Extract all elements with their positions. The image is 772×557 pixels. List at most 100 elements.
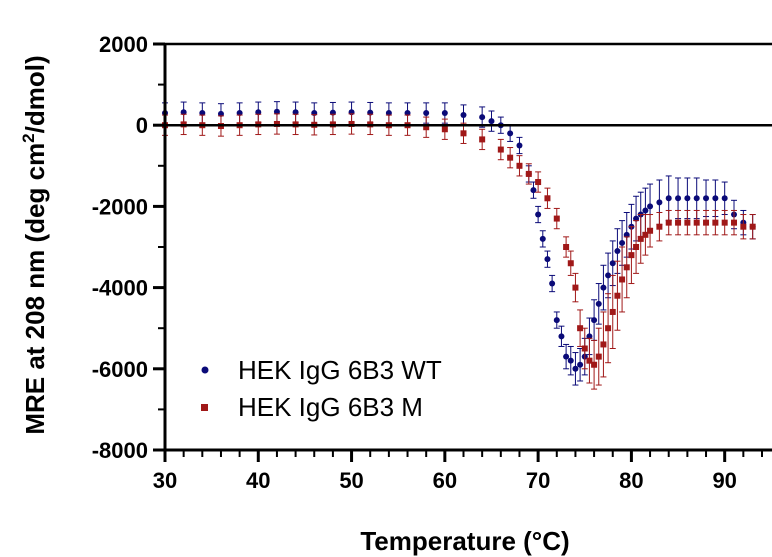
data-point	[586, 357, 593, 364]
y-tick-labels: 2000 0 -2000 -4000 -6000 -8000	[92, 32, 148, 463]
data-point	[553, 317, 560, 324]
data-point	[712, 195, 719, 202]
data-point	[703, 219, 710, 226]
data-point	[563, 244, 570, 250]
data-point	[721, 219, 728, 226]
x-axis-title: Temperature (°C)	[360, 526, 569, 556]
x-tick-label: 30	[153, 468, 177, 493]
data-point	[180, 109, 187, 116]
y-tick-label: -4000	[92, 276, 148, 301]
x-tick-label: 90	[712, 468, 736, 493]
data-point	[581, 345, 588, 352]
data-point	[740, 223, 747, 230]
legend-marker-m	[201, 404, 208, 411]
data-point	[623, 231, 630, 238]
data-point	[642, 231, 649, 238]
data-point	[385, 110, 392, 117]
data-point	[633, 215, 640, 222]
data-point	[749, 223, 756, 230]
data-point	[647, 227, 654, 234]
data-point	[591, 317, 598, 324]
data-point	[633, 244, 640, 250]
data-point	[665, 219, 672, 226]
data-point	[539, 235, 546, 242]
data-point	[721, 195, 728, 202]
y-tick-label: -2000	[92, 194, 148, 219]
data-point	[535, 179, 542, 186]
data-point	[530, 187, 537, 194]
data-point	[567, 260, 574, 267]
data-point	[273, 108, 280, 115]
data-point	[591, 361, 598, 368]
data-point	[549, 280, 556, 287]
y-tick-label: -6000	[92, 357, 148, 382]
data-point	[605, 325, 612, 332]
data-point	[535, 211, 542, 218]
data-point	[647, 203, 654, 210]
data-point	[600, 341, 607, 348]
data-point	[525, 170, 532, 177]
data-point	[595, 300, 602, 307]
legend-label-wt: HEK IgG 6B3 WT	[238, 355, 442, 385]
data-point	[563, 353, 570, 360]
data-point	[619, 276, 626, 283]
data-point	[614, 248, 621, 255]
data-point	[642, 207, 649, 214]
plot-area	[162, 101, 756, 390]
y-tick-label: 0	[136, 113, 148, 138]
series-wt	[162, 101, 756, 386]
x-tick-label: 80	[619, 468, 643, 493]
data-point	[619, 239, 626, 246]
data-point	[712, 219, 719, 226]
data-point	[577, 361, 584, 368]
data-point	[553, 215, 560, 222]
data-point	[567, 357, 574, 364]
data-point	[558, 333, 565, 340]
data-point	[423, 124, 430, 131]
data-point	[441, 126, 448, 133]
y-axis-title-suffix: /dmol)	[20, 55, 50, 133]
data-point	[572, 284, 579, 291]
data-point	[255, 109, 262, 116]
data-point	[637, 235, 644, 242]
data-point	[693, 219, 700, 226]
data-point	[423, 110, 430, 117]
data-point	[497, 146, 504, 153]
data-point	[507, 130, 514, 137]
series-m	[162, 113, 756, 390]
data-point	[507, 154, 514, 161]
data-point	[479, 136, 486, 143]
data-point	[609, 308, 616, 315]
data-point	[731, 219, 738, 226]
y-axis-title: MRE at 208 nm (deg cm2/dmol)	[19, 55, 50, 434]
y-tick-label: -8000	[92, 438, 148, 463]
data-point	[488, 118, 495, 125]
data-point	[404, 110, 411, 117]
data-point	[441, 110, 448, 117]
data-point	[675, 219, 682, 226]
data-point	[614, 292, 621, 299]
data-point	[544, 256, 551, 263]
data-point	[460, 112, 467, 119]
data-point	[623, 264, 630, 271]
data-point	[600, 284, 607, 291]
data-point	[656, 199, 663, 206]
data-point	[684, 219, 691, 226]
legend-marker-wt	[201, 366, 209, 374]
data-point	[479, 114, 486, 121]
legend-label-m: HEK IgG 6B3 M	[238, 392, 423, 422]
data-point	[665, 195, 672, 202]
y-tick-label: 2000	[99, 32, 148, 57]
x-tick-label: 50	[339, 468, 363, 493]
data-point	[516, 162, 523, 169]
data-point	[605, 272, 612, 279]
data-point	[693, 195, 700, 202]
data-point	[199, 110, 206, 117]
data-point	[703, 195, 710, 202]
data-point	[292, 109, 299, 116]
legend: HEK IgG 6B3 WT HEK IgG 6B3 M	[201, 355, 442, 422]
data-point	[572, 365, 579, 372]
axes	[153, 42, 772, 462]
y-axis-title-prefix: MRE at 208 nm (deg cm	[20, 143, 50, 435]
